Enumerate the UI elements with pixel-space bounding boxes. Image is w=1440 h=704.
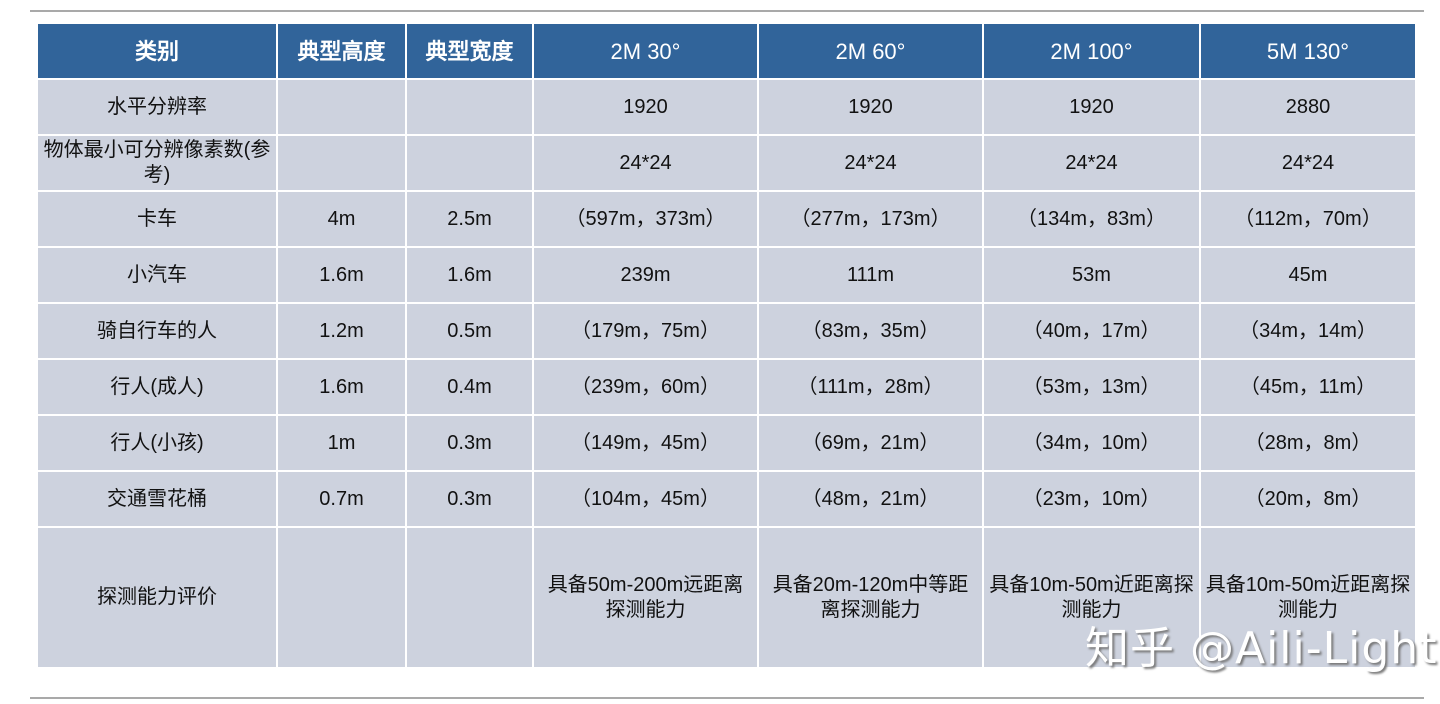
table-cell: 24*24: [1199, 134, 1417, 192]
table-row: 交通雪花桶 0.7m 0.3m （104m，45m） （48m，21m） （23m，10m…: [36, 470, 1417, 528]
watermark: 知乎 @Aili-Light: [1085, 623, 1438, 674]
table-cell: （40m，17m）: [982, 302, 1201, 360]
table-cell: [405, 526, 534, 669]
column-header: 典型宽度: [405, 22, 534, 80]
table-cell: （179m，75m）: [532, 302, 759, 360]
table-cell: 0.7m: [276, 470, 407, 528]
table-cell: 0.3m: [405, 470, 534, 528]
row-label: 行人(成人): [36, 358, 278, 416]
table-cell: 53m: [982, 246, 1201, 304]
table-cell: （239m，60m）: [532, 358, 759, 416]
table-cell: 1920: [532, 78, 759, 136]
table-cell: [405, 134, 534, 192]
table-cell: 具备10m-50m近距离探测能力: [982, 526, 1201, 669]
top-rule: [30, 10, 1424, 12]
table-cell: 1920: [982, 78, 1201, 136]
column-header: 5M 130°: [1199, 22, 1417, 80]
row-label: 骑自行车的人: [36, 302, 278, 360]
table-cell: 0.3m: [405, 414, 534, 472]
table-cell: （111m，28m）: [757, 358, 984, 416]
bottom-rule: [30, 697, 1424, 699]
table-cell: 1.6m: [276, 246, 407, 304]
table-cell: 45m: [1199, 246, 1417, 304]
table-cell: 24*24: [757, 134, 984, 192]
row-label: 物体最小可分辨像素数(参考): [36, 134, 278, 192]
table-cell: 4m: [276, 190, 407, 248]
table-cell: （20m，8m）: [1199, 470, 1417, 528]
table-cell: 0.5m: [405, 302, 534, 360]
table-row: 骑自行车的人 1.2m 0.5m （179m，75m） （83m，35m） （40m，17…: [36, 302, 1417, 360]
column-header: 2M 30°: [532, 22, 759, 80]
table-cell: （28m，8m）: [1199, 414, 1417, 472]
row-label: 交通雪花桶: [36, 470, 278, 528]
table-row: 卡车 4m 2.5m （597m，373m） （277m，173m） （134m，83m）…: [36, 190, 1417, 248]
table-cell: 1.6m: [405, 246, 534, 304]
column-header: 典型高度: [276, 22, 407, 80]
table-cell: （104m，45m）: [532, 470, 759, 528]
table-cell: [276, 134, 407, 192]
table-cell: （69m，21m）: [757, 414, 984, 472]
table-cell: 239m: [532, 246, 759, 304]
table-cell: 1.2m: [276, 302, 407, 360]
table-row: 物体最小可分辨像素数(参考) 24*24 24*24 24*24 24*24: [36, 134, 1417, 192]
table-cell: 具备20m-120m中等距离探测能力: [757, 526, 984, 669]
table-cell: （83m，35m）: [757, 302, 984, 360]
table-cell: 1.6m: [276, 358, 407, 416]
table-cell: （597m，373m）: [532, 190, 759, 248]
table-row: 水平分辨率 1920 1920 1920 2880: [36, 78, 1417, 136]
table-cell: 具备50m-200m远距离探测能力: [532, 526, 759, 669]
column-header: 2M 100°: [982, 22, 1201, 80]
table-cell: [276, 78, 407, 136]
row-label: 探测能力评价: [36, 526, 278, 669]
table-row: 探测能力评价 具备50m-200m远距离探测能力 具备20m-120m中等距离探测能…: [36, 526, 1417, 669]
table-cell: （48m，21m）: [757, 470, 984, 528]
table-cell: 具备10m-50m近距离探测能力: [1199, 526, 1417, 669]
row-label: 小汽车: [36, 246, 278, 304]
table-row: 行人(成人) 1.6m 0.4m （239m，60m） （111m，28m） （53m，1…: [36, 358, 1417, 416]
table-cell: （149m，45m）: [532, 414, 759, 472]
table-cell: （45m，11m）: [1199, 358, 1417, 416]
table-cell: （34m，14m）: [1199, 302, 1417, 360]
table-cell: 2880: [1199, 78, 1417, 136]
table-cell: 111m: [757, 246, 984, 304]
column-header: 类别: [36, 22, 278, 80]
row-label: 行人(小孩): [36, 414, 278, 472]
table-row: 行人(小孩) 1m 0.3m （149m，45m） （69m，21m） （34m，10m）…: [36, 414, 1417, 472]
table-cell: 24*24: [532, 134, 759, 192]
table-cell: 0.4m: [405, 358, 534, 416]
table-cell: （53m，13m）: [982, 358, 1201, 416]
table-cell: （112m，70m）: [1199, 190, 1417, 248]
table-row: 小汽车 1.6m 1.6m 239m 111m 53m 45m: [36, 246, 1417, 304]
table-cell: [276, 526, 407, 669]
table-cell: （277m，173m）: [757, 190, 984, 248]
camera-detection-table: 类别 典型高度 典型宽度 2M 30° 2M 60° 2M 100° 5M 130° 水平分…: [36, 22, 1417, 669]
table-cell: （23m，10m）: [982, 470, 1201, 528]
table-cell: 2.5m: [405, 190, 534, 248]
table-cell: （134m，83m）: [982, 190, 1201, 248]
table-cell: 1m: [276, 414, 407, 472]
table-cell: （34m，10m）: [982, 414, 1201, 472]
column-header: 2M 60°: [757, 22, 984, 80]
table-cell: 1920: [757, 78, 984, 136]
row-label: 卡车: [36, 190, 278, 248]
header-row: 类别 典型高度 典型宽度 2M 30° 2M 60° 2M 100° 5M 130°: [36, 22, 1417, 80]
row-label: 水平分辨率: [36, 78, 278, 136]
table-cell: 24*24: [982, 134, 1201, 192]
table-cell: [405, 78, 534, 136]
